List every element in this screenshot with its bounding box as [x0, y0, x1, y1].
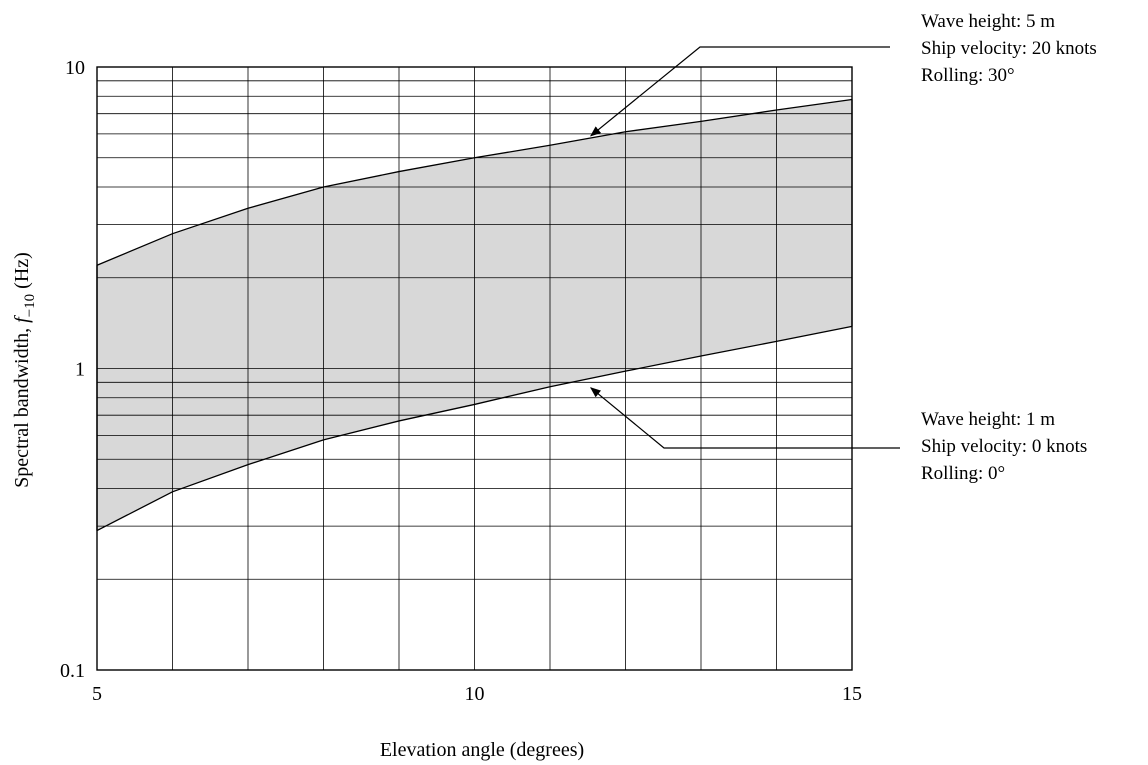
series-upper-bound-line	[96, 98, 853, 266]
y-tick-label: 10	[65, 57, 85, 79]
x-axis-title: Elevation angle (degrees)	[380, 739, 584, 761]
y-axis-title: Spectral bandwidth, f−10 (Hz)	[11, 252, 38, 488]
annotation-line: Ship velocity: 20 knots	[921, 38, 1097, 59]
annotation-line: Ship velocity: 0 knots	[921, 436, 1087, 457]
annotation-line: Wave height: 1 m	[921, 409, 1055, 430]
x-tick-label: 10	[465, 683, 485, 705]
annotation-text: Wave height: 1 m Ship velocity: 0 knots Ro…	[921, 409, 1087, 484]
x-tick-label: 5	[92, 683, 102, 705]
y-axis-title-symbol: f	[11, 315, 33, 323]
annotation-layer: Wave height: 5 m Ship velocity: 20 knots R…	[590, 11, 1097, 484]
annotation-leader-line	[590, 46, 890, 137]
y-axis-title-prefix: Spectral bandwidth,	[11, 323, 33, 488]
annotation-line: Wave height: 5 m	[921, 11, 1055, 32]
y-tick-label: 1	[75, 359, 85, 381]
x-tick-label: 15	[842, 683, 862, 705]
annotation-line: Rolling: 30°	[921, 65, 1015, 86]
y-axis-title-subscript: −10	[22, 294, 38, 317]
y-tick-label: 0.1	[60, 660, 85, 682]
annotation-line: Rolling: 0°	[921, 463, 1005, 484]
plot-frame	[96, 66, 853, 671]
annotation-text: Wave height: 5 m Ship velocity: 20 knots R…	[921, 11, 1097, 86]
tick-label-layer: 5 10 15 0.1 1 10	[60, 57, 862, 705]
y-axis-title-suffix: (Hz)	[11, 252, 33, 294]
annotation-leader-line	[590, 387, 900, 449]
series-lower-bound-line	[96, 325, 853, 532]
